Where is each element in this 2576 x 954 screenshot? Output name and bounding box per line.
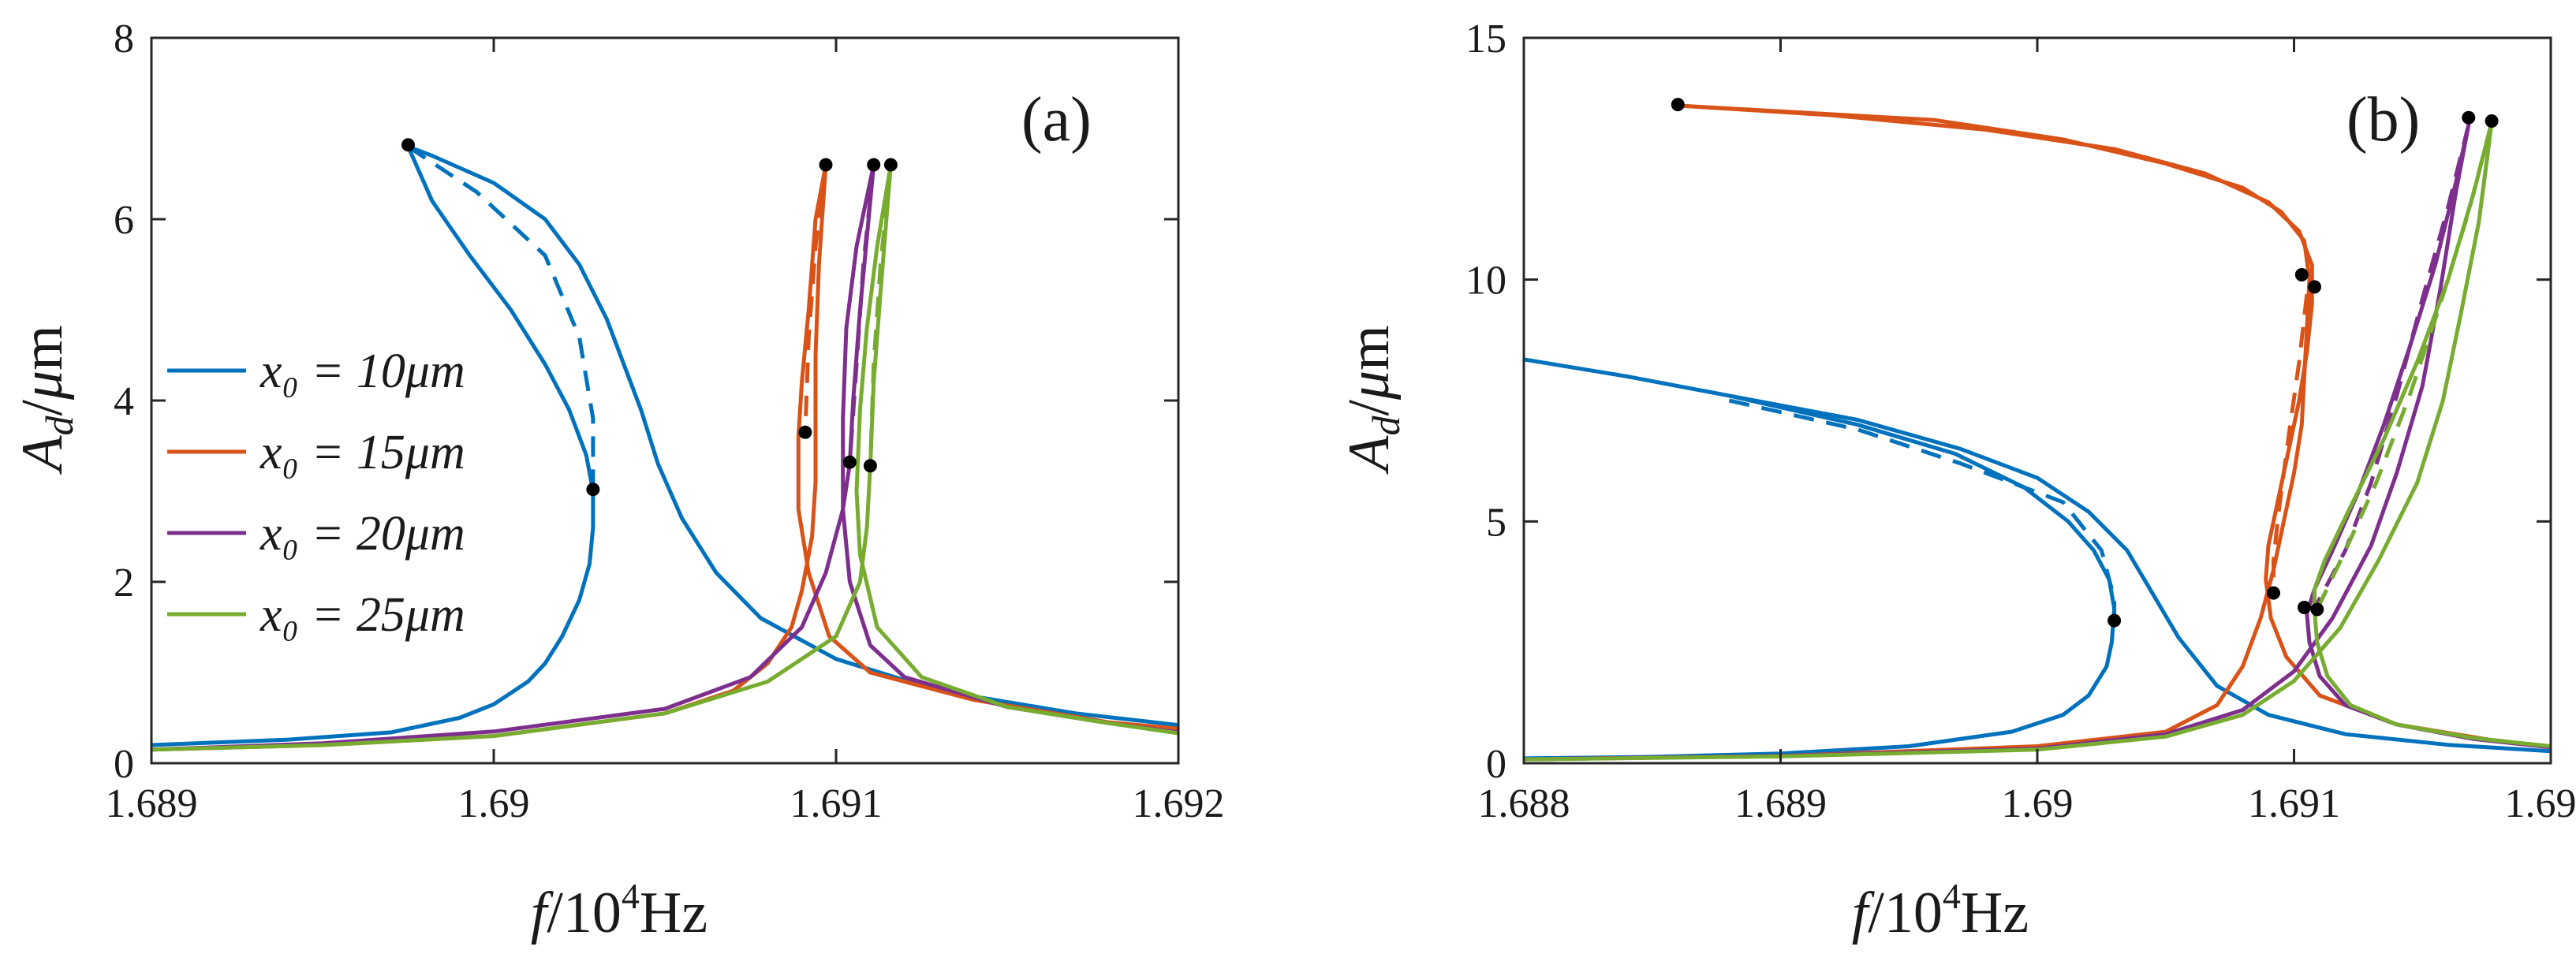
- panel-a-ylabel: Ad/μm: [10, 325, 81, 475]
- panel-b-marker-7: [2310, 602, 2324, 617]
- panel-a-ytick-label-4: 4: [114, 379, 134, 424]
- panel-a-marker-3: [819, 158, 833, 172]
- legend-entry-3: x₀ = 20μm: [259, 507, 465, 561]
- panel-a-marker-8: [863, 459, 877, 473]
- panel-a-curves: [151, 144, 1178, 752]
- panel-a-marker-1: [401, 138, 415, 152]
- panel-a-series-4-dashed-line: [868, 164, 893, 466]
- panel-b-xtick-label-1-689: 1.689: [1734, 781, 1827, 826]
- panel-a-series-3-dashed-line: [847, 164, 876, 463]
- panel-b-series-3-dashed-line: [2313, 124, 2471, 609]
- panel-b-label: (b): [2346, 85, 2420, 155]
- panel-b-marker-8: [2462, 110, 2476, 125]
- legend: x₀ = 10μm x₀ = 15μm x₀ = 20μm x₀ = 25μm: [167, 345, 465, 642]
- panel-a-marker-4: [798, 425, 812, 439]
- panel-b-curves: [1524, 103, 2551, 762]
- panel-b: 1.688 1.689 1.69 1.691 1.692 0 5 10 15 (b) f/104…: [1337, 17, 2576, 945]
- panel-a-ticks: [150, 36, 1180, 765]
- panel-b-marker-2: [2107, 613, 2122, 628]
- panel-b-series-4-solid-line: [1524, 120, 2551, 762]
- panel-a-xtick-label-1-69: 1.69: [458, 781, 530, 826]
- panel-a-marker-6: [842, 455, 857, 469]
- legend-entry-2: x₀ = 15μm: [259, 426, 465, 479]
- panel-a-ytick-label-0: 0: [114, 742, 134, 787]
- panel-a-series-2-dashed-line: [803, 164, 828, 433]
- panel-a-series-1-dashed-line: [407, 144, 595, 490]
- panel-a-label: (a): [1021, 85, 1092, 155]
- panel-b-series-2-dashed-line: [2272, 293, 2309, 594]
- legend-entry-1: x₀ = 10μm: [259, 345, 465, 398]
- panel-b-xtick-label-1-692: 1.692: [2505, 781, 2576, 826]
- panel-b-ytick-label-5: 5: [1486, 500, 1506, 545]
- panel-b-marker-6: [2298, 601, 2311, 614]
- panel-b-series-1-solid-line: [1524, 357, 2551, 761]
- panel-b-ytick-label-0: 0: [1486, 742, 1506, 787]
- panel-a-marker-2: [586, 483, 600, 497]
- panel-b-series-2-solid-line: [1524, 103, 2551, 762]
- panel-b-xtick-label-1-688: 1.688: [1478, 781, 1570, 826]
- panel-b-marker-9: [2485, 114, 2499, 128]
- panel-a-xtick-label-1-692: 1.692: [1133, 781, 1225, 826]
- panel-a-ytick-label-8: 8: [114, 17, 134, 61]
- panel-b-xlabel: f/104Hz: [1852, 876, 2029, 945]
- panel-a: 1.689 1.69 1.691 1.692 0 2 4 6 8 (a) f/104Hz Ad/…: [10, 17, 1225, 945]
- panel-a-xtick-label-1-691: 1.691: [790, 781, 883, 826]
- panel-a-ytick-label-2: 2: [114, 561, 134, 606]
- panel-b-series-1-dashed-line: [1728, 398, 2117, 621]
- panel-a-xtick-label-1-689: 1.689: [106, 781, 198, 826]
- panel-b-series-3-solid-line: [1524, 122, 2551, 762]
- panel-a-series-1-solid-line: [151, 144, 1178, 747]
- panel-b-xtick-label-1-69: 1.69: [2002, 781, 2074, 826]
- panel-a-tick-labels: 1.689 1.69 1.691 1.692 0 2 4 6 8: [106, 17, 1225, 826]
- panel-b-markers: [1671, 98, 2499, 628]
- panel-b-marker-5: [2267, 586, 2280, 600]
- panel-a-marker-7: [883, 158, 898, 172]
- panel-a-series-4-solid-line: [151, 162, 1178, 752]
- panel-b-ticks: [1522, 36, 2552, 765]
- panel-b-marker-4: [2308, 280, 2321, 294]
- legend-entry-4: x₀ = 25μm: [259, 588, 465, 642]
- panel-b-xtick-label-1-691: 1.691: [2248, 781, 2340, 826]
- panel-b-tick-labels: 1.688 1.689 1.69 1.691 1.692 0 5 10 15: [1465, 17, 2576, 826]
- panel-b-marker-3: [2294, 268, 2309, 281]
- panel-a-markers: [401, 138, 898, 497]
- panel-b-ytick-label-10: 10: [1465, 259, 1506, 304]
- panel-a-xlabel: f/104Hz: [531, 876, 707, 945]
- panel-a-marker-5: [867, 158, 881, 172]
- panel-a-ytick-label-6: 6: [114, 198, 134, 243]
- panel-b-marker-1: [1671, 98, 1685, 112]
- panel-b-ylabel: Ad/μm: [1337, 325, 1408, 475]
- panel-b-ytick-label-15: 15: [1465, 17, 1506, 61]
